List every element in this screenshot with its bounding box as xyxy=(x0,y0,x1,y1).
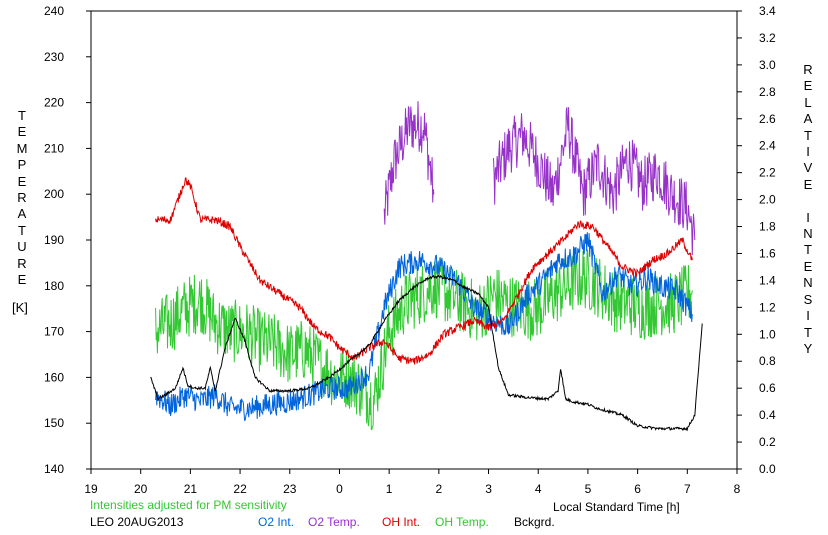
right-tick-label: 2.0 xyxy=(759,193,776,207)
station-label: LEO 20AUG2013 xyxy=(90,515,184,529)
x-tick-label: 19 xyxy=(84,482,98,496)
legend-item-o2-temp: O2 Temp. xyxy=(308,515,360,529)
right-tick-label: 1.8 xyxy=(759,220,776,234)
right-tick-label: 3.2 xyxy=(759,31,776,45)
right-tick-label: 3.4 xyxy=(759,4,776,18)
right-tick-label: 0.4 xyxy=(759,408,776,422)
right-tick-label: 0.2 xyxy=(759,435,776,449)
right-tick-label: 1.4 xyxy=(759,273,776,287)
x-axis: 19 20 21 22 23 0 1 2 3 4 5 6 7 8 xyxy=(84,469,741,496)
x-tick-label: 2 xyxy=(436,482,443,496)
right-tick-label: 1.2 xyxy=(759,300,776,314)
left-tick-label: 240 xyxy=(44,4,64,18)
x-tick-label: 3 xyxy=(485,482,492,496)
sensitivity-note: Intensities adjusted for PM sensitivity xyxy=(90,498,287,512)
right-tick-label: 2.8 xyxy=(759,85,776,99)
left-tick-label: 190 xyxy=(44,233,64,247)
left-tick-label: 180 xyxy=(44,279,64,293)
x-tick-label: 20 xyxy=(134,482,148,496)
x-tick-label: 1 xyxy=(386,482,393,496)
x-tick-label: 22 xyxy=(233,482,247,496)
left-tick-label: 200 xyxy=(44,187,64,201)
x-tick-label: 21 xyxy=(184,482,198,496)
x-tick-label: 4 xyxy=(535,482,542,496)
left-axis-unit: [K] xyxy=(12,300,28,315)
legend: O2 Int. O2 Temp. OH Int. OH Temp. Bckgrd. xyxy=(258,515,598,531)
legend-item-oh-int: OH Int. xyxy=(382,515,421,529)
legend-item-bckgrd: Bckgrd. xyxy=(514,515,555,529)
left-tick-label: 170 xyxy=(44,325,64,339)
right-tick-label: 2.2 xyxy=(759,166,776,180)
left-tick-label: 210 xyxy=(44,141,64,155)
x-tick-label: 7 xyxy=(684,482,691,496)
series-line-bckgrd xyxy=(150,273,703,432)
series-line-o2-int xyxy=(155,232,693,422)
x-tick-label: 6 xyxy=(634,482,641,496)
series-line-o2-temp xyxy=(493,107,696,256)
right-tick-label: 1.6 xyxy=(759,246,776,260)
x-tick-label: 8 xyxy=(734,482,741,496)
legend-item-o2-int: O2 Int. xyxy=(258,515,295,529)
right-tick-label: 2.6 xyxy=(759,112,776,126)
series-line-oh-temp xyxy=(155,248,693,431)
legend-item-oh-temp: OH Temp. xyxy=(435,515,489,529)
left-tick-label: 220 xyxy=(44,96,64,110)
x-axis-title: Local Standard Time [h] xyxy=(553,500,680,514)
left-axis: 140 150 160 170 180 190 200 210 220 230 240 xyxy=(44,4,91,476)
right-tick-label: 1.0 xyxy=(759,327,776,341)
series-line-o2-temp xyxy=(383,101,435,225)
right-tick-label: 0.0 xyxy=(759,462,776,476)
left-tick-label: 150 xyxy=(44,416,64,430)
series-layer xyxy=(150,101,703,432)
series-line-oh-int xyxy=(155,177,693,365)
right-tick-label: 3.0 xyxy=(759,58,776,72)
x-tick-label: 23 xyxy=(283,482,297,496)
right-tick-label: 0.6 xyxy=(759,381,776,395)
left-tick-label: 230 xyxy=(44,50,64,64)
right-axis: 0.0 0.2 0.4 0.6 0.8 1.0 1.2 1.4 1.6 1.8 2.0 2.2 2.4 2… xyxy=(737,4,776,476)
x-tick-label: 5 xyxy=(585,482,592,496)
x-tick-label: 0 xyxy=(336,482,343,496)
left-tick-label: 160 xyxy=(44,370,64,384)
right-tick-label: 0.8 xyxy=(759,354,776,368)
left-tick-label: 140 xyxy=(44,462,64,476)
plot-frame xyxy=(90,10,738,470)
right-tick-label: 2.4 xyxy=(759,139,776,153)
